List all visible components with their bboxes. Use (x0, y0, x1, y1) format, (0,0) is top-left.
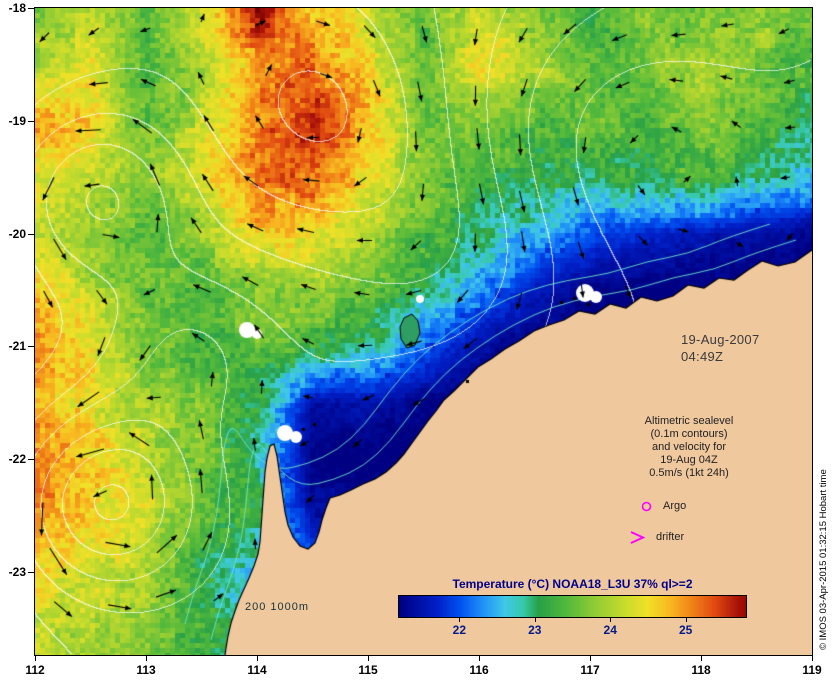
drifter-label: drifter (656, 531, 685, 543)
latitude-label: -23 (8, 565, 26, 579)
colorbar-tick: 23 (528, 623, 542, 637)
latitude-tick (28, 572, 34, 573)
colorbar-tick-labels: 22 23 24 25 (399, 596, 746, 644)
latitude-label: -20 (8, 226, 26, 241)
longitude-label: 112 (25, 663, 45, 677)
legend-line: 19-Aug 04Z (660, 454, 718, 466)
longitude-label: 117 (580, 663, 600, 677)
argo-marker-icon (641, 501, 652, 512)
latitude-tick (28, 459, 34, 461)
longitude-label: 119 (802, 663, 822, 677)
longitude-tick (590, 656, 591, 661)
longitude-label: 114 (247, 663, 267, 677)
colorbar-title: Temperature (°C) NOAA18_L3U 37% ql>=2 (452, 577, 693, 591)
sst-map-canvas (35, 8, 812, 655)
legend-line: (0.1m contours) (650, 428, 728, 440)
latitude-tick (28, 346, 34, 348)
colorbar-tick-mark (534, 617, 536, 622)
longitude-tick (368, 656, 369, 661)
longitude-label: 118 (691, 663, 711, 677)
longitude-label: 113 (136, 663, 156, 677)
colorbar-tick-mark (459, 617, 461, 622)
colorbar-tick-mark (610, 617, 612, 622)
argo-label: Argo (663, 500, 687, 512)
longitude-tick (812, 656, 813, 661)
time-text: 04:49Z (681, 349, 724, 364)
longitude-tick (479, 656, 480, 661)
latitude-tick (28, 120, 34, 122)
latitude-tick (28, 233, 34, 235)
latitude-label: -22 (8, 452, 26, 467)
colorbar-tick: 22 (452, 623, 467, 637)
imos-credit: © IMOS 03-Apr-2015 01:32:15 Hobart time (818, 469, 829, 650)
datetime-annotation: 19-Aug-2007 04:49Z (681, 331, 759, 365)
sealevel-velocity-legend: Altimetric sealevel (0.1m contours) and … (626, 415, 752, 480)
longitude-tick (701, 656, 702, 661)
colorbar-tick-mark (685, 617, 687, 622)
bathymetry-scale-label: 200 1000m (245, 601, 310, 613)
longitude-tick (257, 656, 258, 661)
longitude-label: 115 (358, 663, 378, 677)
legend-line: Altimetric sealevel (644, 415, 734, 427)
legend-line: 0.5m/s (1kt 24h) (649, 467, 729, 479)
colorbar-gradient (398, 595, 747, 618)
longitude-label: 116 (469, 663, 489, 677)
latitude-tick (28, 8, 34, 9)
colorbar-tick: 24 (603, 623, 617, 637)
colorbar-tick: 25 (678, 623, 693, 637)
latitude-label: -18 (8, 1, 26, 15)
legend-line: and velocity for (652, 441, 726, 453)
drifter-marker-icon (630, 531, 646, 544)
date-text: 19-Aug-2007 (681, 332, 760, 347)
longitude-tick (146, 656, 147, 661)
longitude-tick (35, 656, 36, 661)
latitude-label: -21 (8, 339, 26, 354)
latitude-label: -19 (8, 113, 26, 128)
